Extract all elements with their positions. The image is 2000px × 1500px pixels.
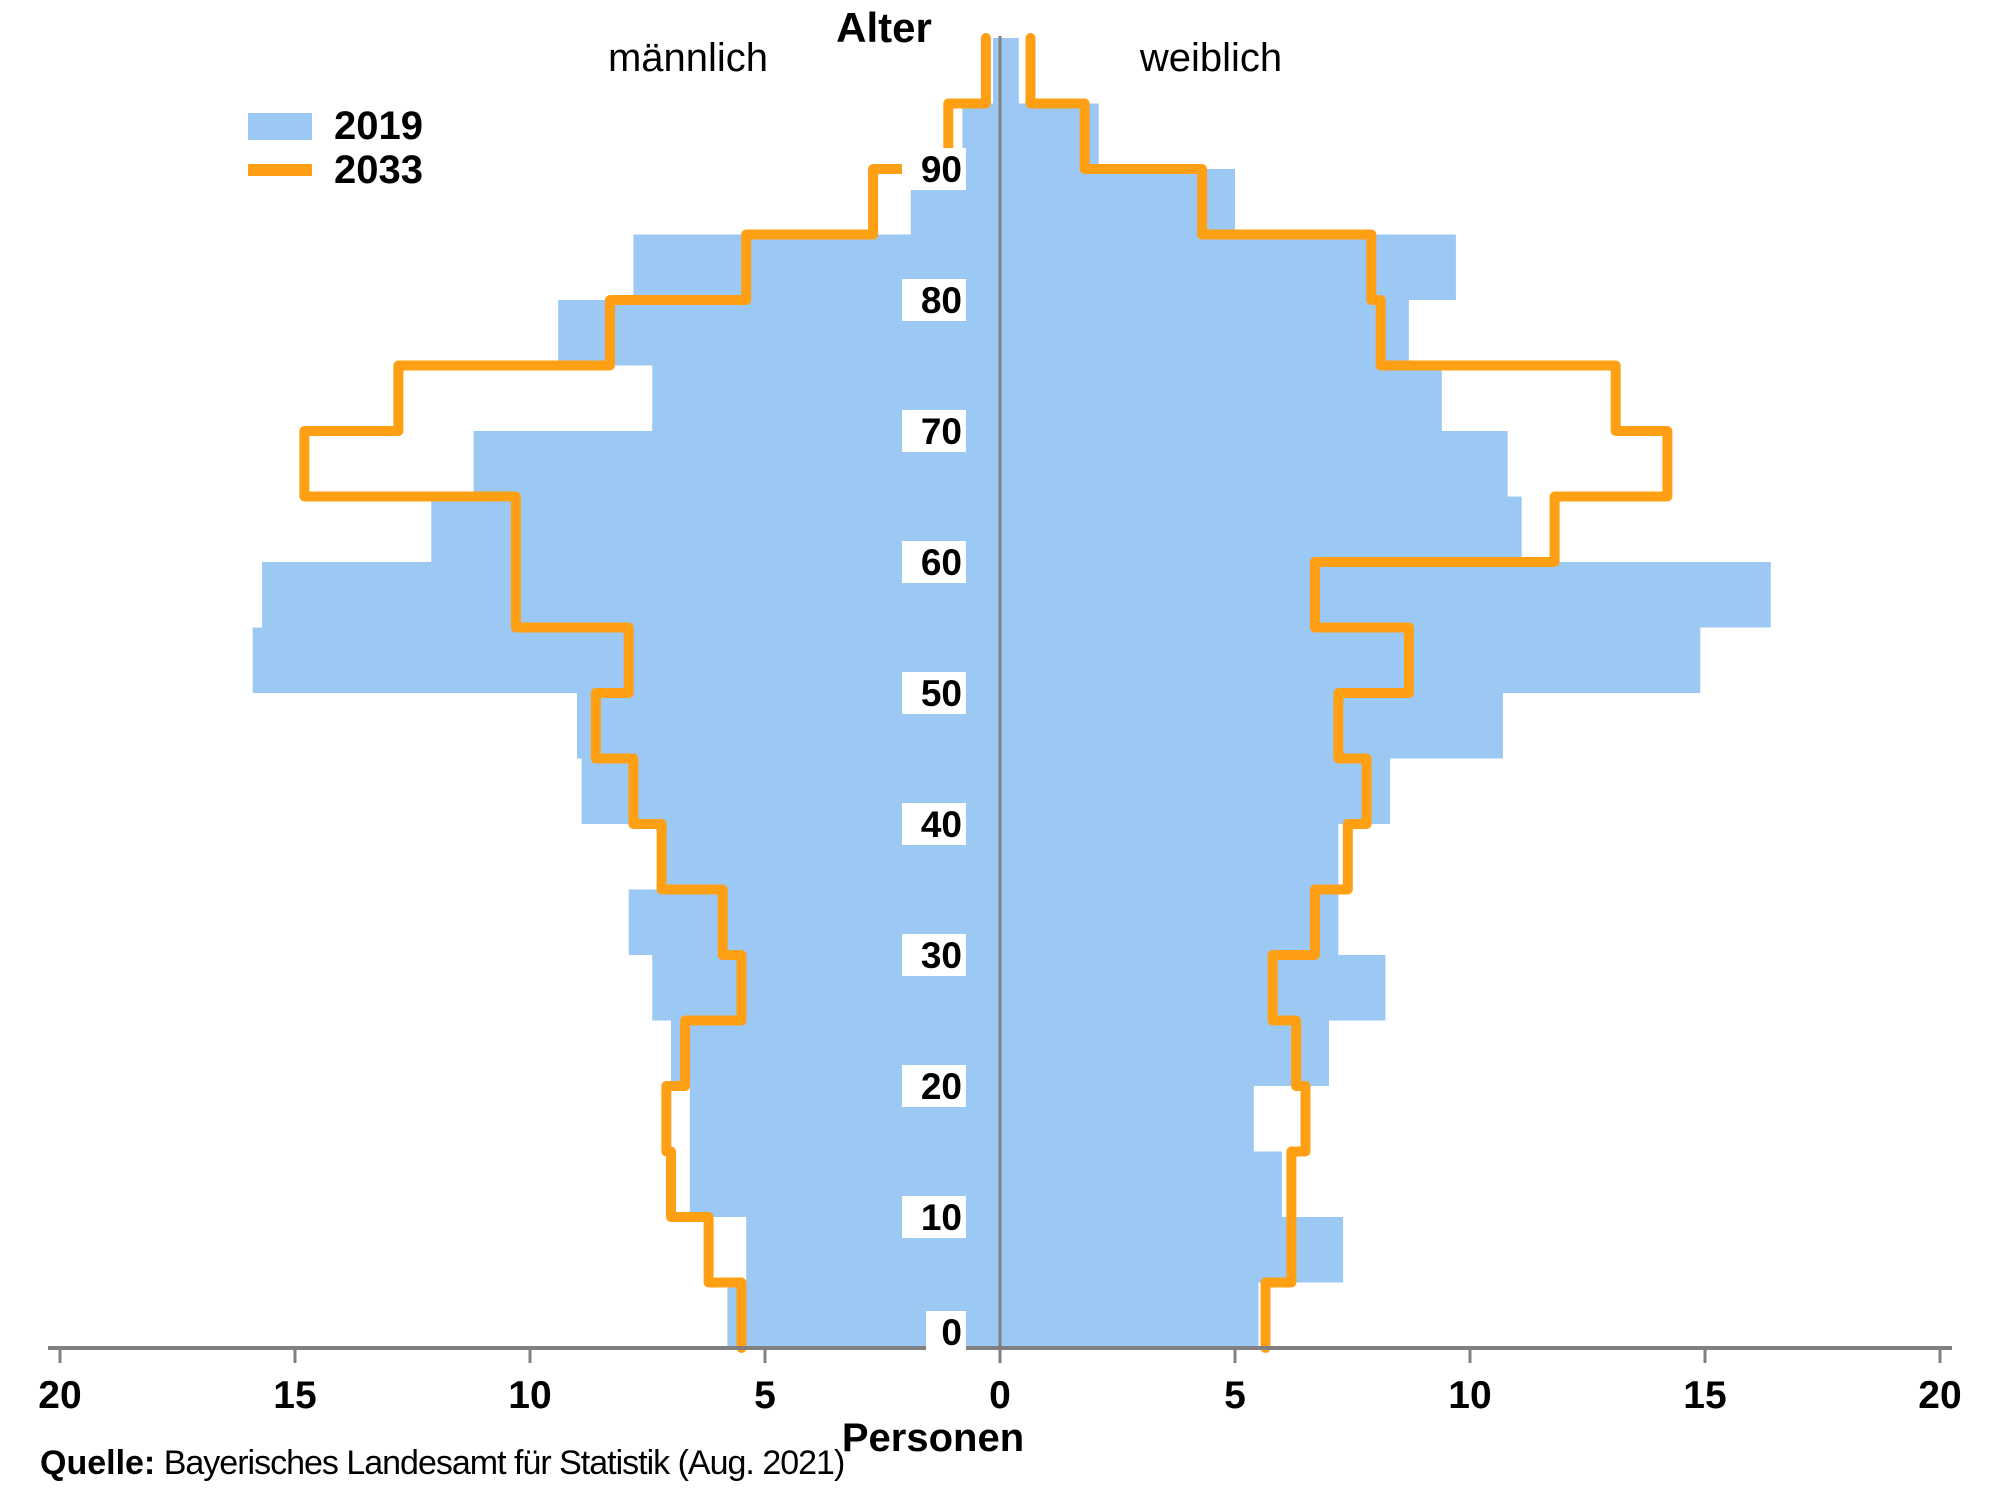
x-tick-label: 15: [1683, 1374, 1726, 1417]
source-prefix: Quelle:: [40, 1444, 156, 1482]
legend-item-2033: 2033: [248, 148, 423, 192]
legend: 2019 2033: [248, 104, 423, 192]
label-male-side: männlich: [607, 36, 769, 80]
legend-swatch-2019-fill-icon: [248, 112, 312, 140]
age-label-bg: [902, 279, 966, 321]
age-tick-label: 0: [941, 1312, 962, 1353]
x-tick-label: 10: [508, 1374, 551, 1417]
x-axis-title: Personen: [841, 1416, 1025, 1460]
age-label-bg: [902, 541, 966, 583]
age-label-bg: [902, 148, 966, 190]
age-label-bg: [902, 672, 966, 714]
legend-item-2019: 2019: [248, 104, 423, 148]
source-note: Quelle: Bayerisches Landesamt für Statis…: [40, 1444, 846, 1483]
age-tick-label: 50: [921, 673, 962, 714]
female-2033-line: [1025, 33, 1673, 1353]
age-tick-label: 90: [921, 149, 962, 190]
chart-title: Alter: [836, 4, 932, 51]
age-tick-label: 20: [921, 1066, 962, 1107]
legend-swatch-2033-line-icon: [248, 164, 312, 176]
male-2033-line: [299, 33, 991, 1353]
x-tick-label: 20: [1918, 1374, 1961, 1417]
x-tick-label: 5: [754, 1374, 776, 1417]
x-tick-label: 20: [38, 1374, 81, 1417]
age-tick-label: 60: [921, 542, 962, 583]
age-tick-label: 30: [921, 935, 962, 976]
age-label-bg: [902, 934, 966, 976]
legend-label-2033: 2033: [334, 148, 423, 192]
legend-label-2019: 2019: [334, 104, 423, 148]
x-tick-label: 10: [1448, 1374, 1491, 1417]
label-female-side: weiblich: [1139, 36, 1283, 80]
age-tick-label: 10: [921, 1197, 962, 1238]
x-tick-label: 0: [989, 1374, 1011, 1417]
age-tick-label: 80: [921, 280, 962, 321]
source-text: Bayerisches Landesamt für Statistik (Aug…: [155, 1444, 846, 1482]
age-label-bg: [902, 803, 966, 845]
age-label-bg: [902, 1065, 966, 1107]
age-label-bg: [902, 410, 966, 452]
age-tick-label: 70: [921, 411, 962, 452]
age-tick-label: 40: [921, 804, 962, 845]
age-label-bg: [926, 1311, 966, 1353]
age-label-bg: [902, 1196, 966, 1238]
x-tick-label: 5: [1224, 1374, 1246, 1417]
x-tick-label: 15: [273, 1374, 316, 1417]
